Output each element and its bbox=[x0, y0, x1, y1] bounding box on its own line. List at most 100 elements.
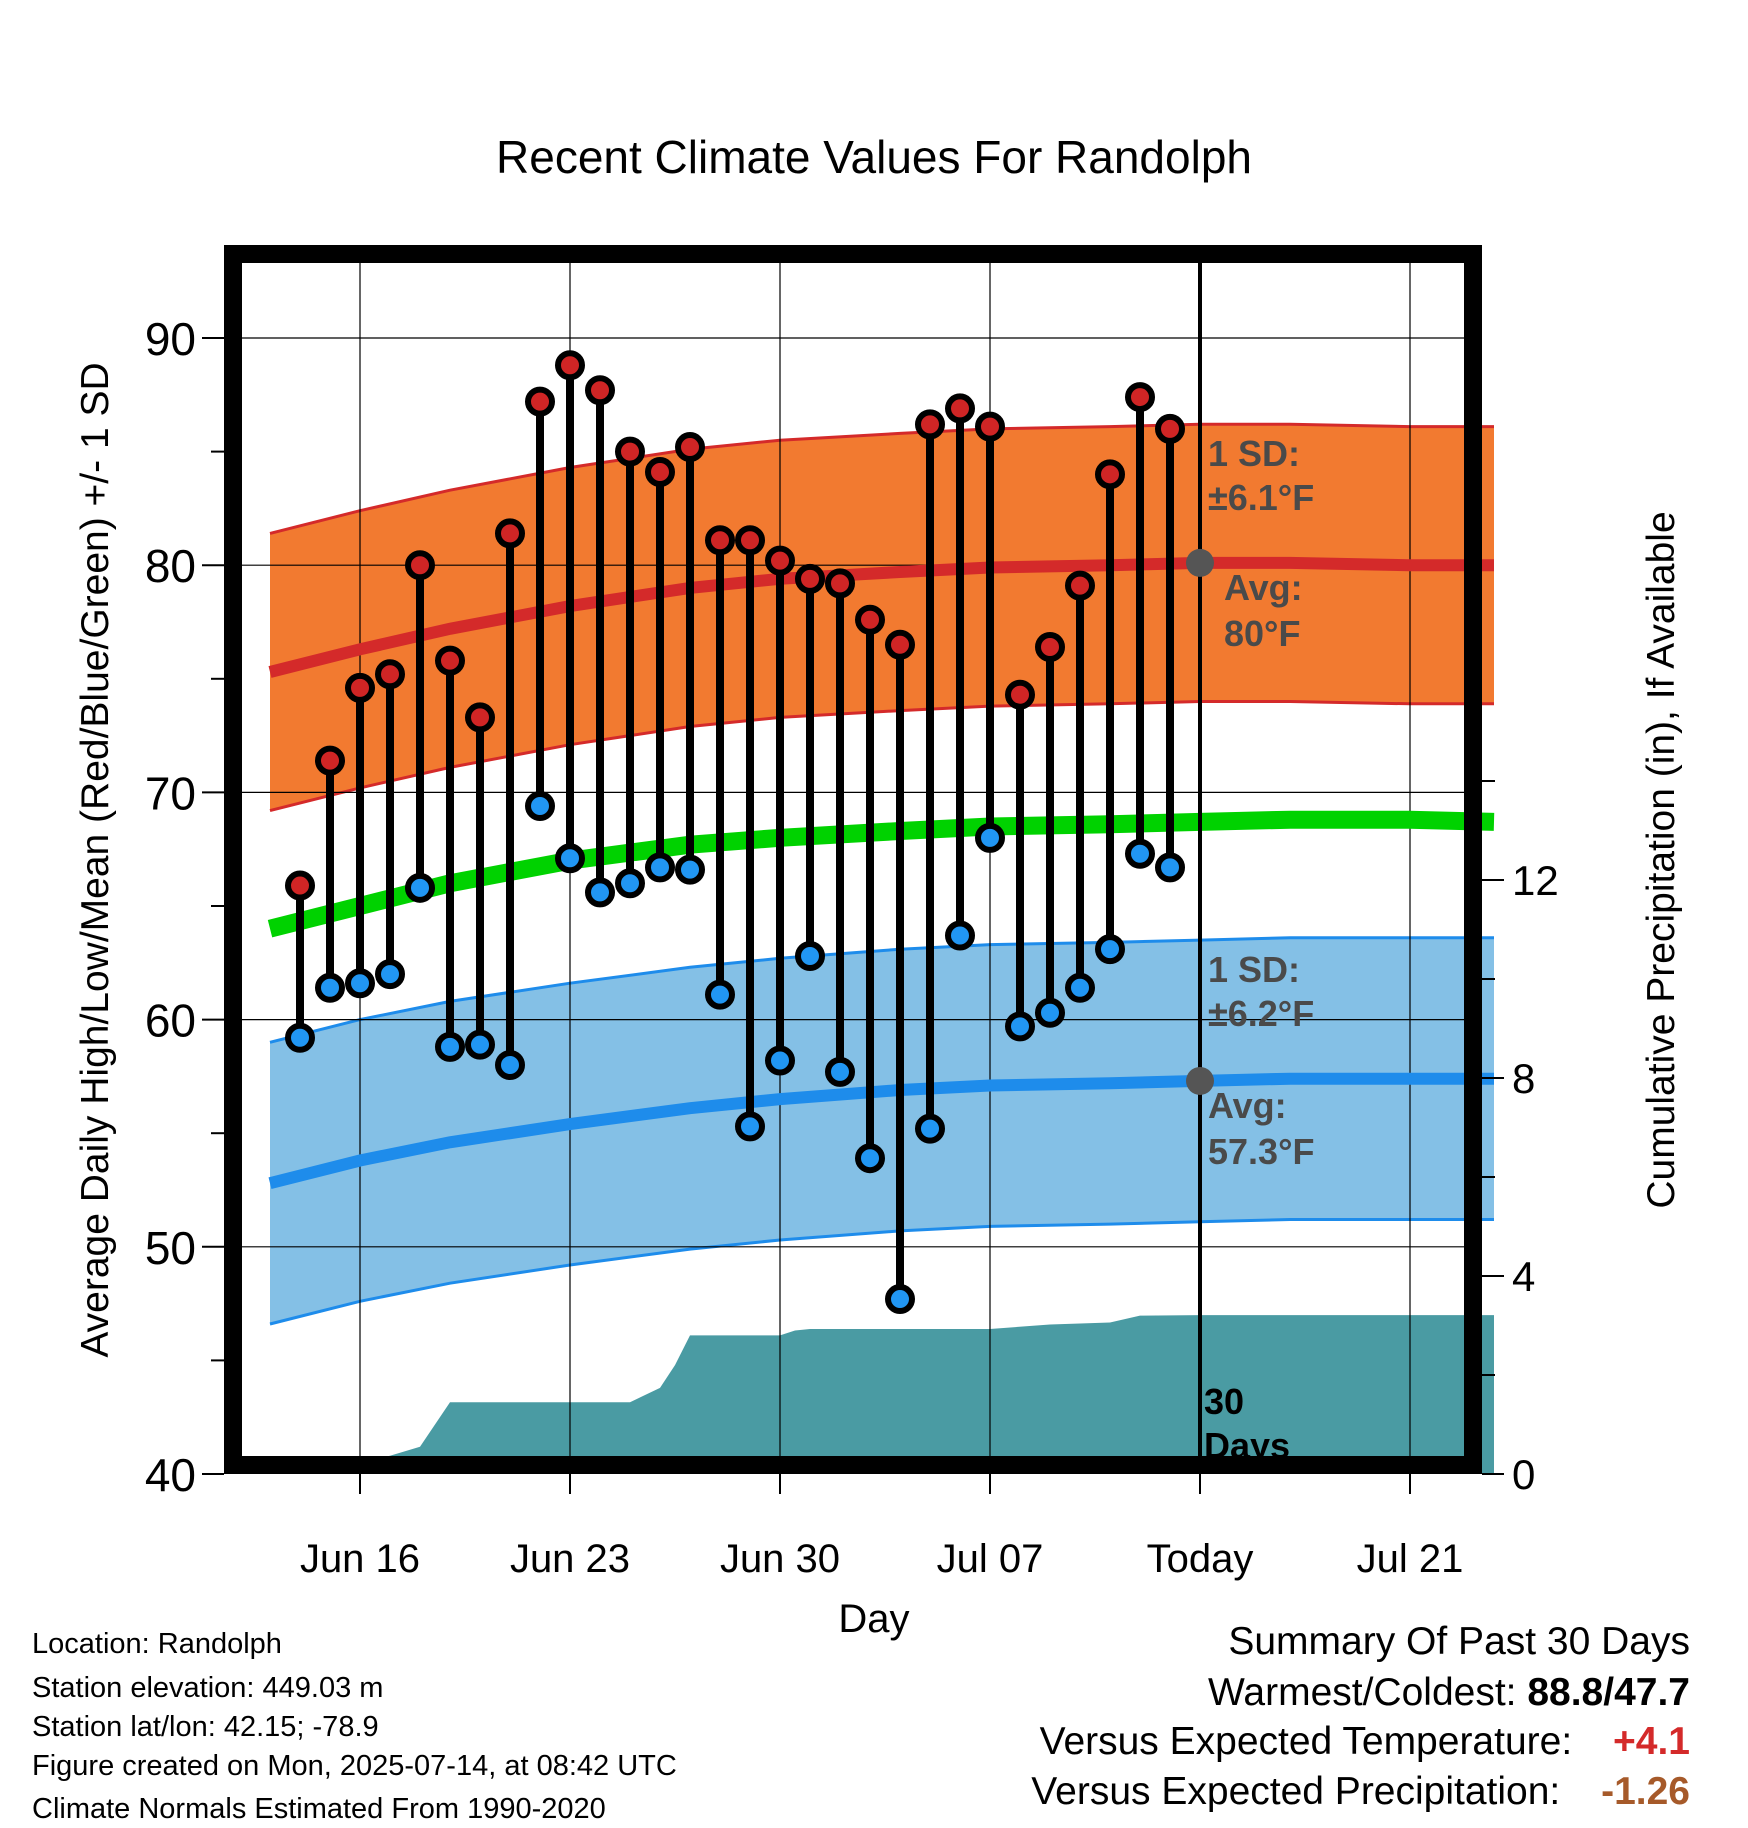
temp-label: Versus Expected Temperature: bbox=[1039, 1720, 1583, 1763]
daily-low-point bbox=[315, 972, 345, 1003]
high-avg-annotation: Avg: 80°F bbox=[1224, 567, 1303, 654]
latlon-text: Station lat/lon: 42.15; -78.9 bbox=[32, 1711, 379, 1743]
daily-high-point bbox=[1095, 459, 1125, 490]
daily-high-point bbox=[915, 409, 945, 440]
summary-heading: Summary Of Past 30 Days bbox=[1228, 1620, 1690, 1663]
daily-low-point bbox=[705, 979, 735, 1010]
x-tick-label: Jun 23 bbox=[510, 1537, 630, 1581]
daily-low-point bbox=[795, 940, 825, 971]
daily-high-point bbox=[435, 645, 465, 676]
plot-frame bbox=[224, 245, 1482, 1474]
daily-low-point bbox=[495, 1050, 525, 1081]
precip-label: Versus Expected Precipitation: bbox=[1031, 1770, 1572, 1813]
daily-high-point bbox=[555, 350, 585, 381]
normals-text: Climate Normals Estimated From 1990-2020 bbox=[32, 1793, 606, 1825]
high-sd-band-upper-edge bbox=[269, 422, 1494, 535]
low-sd-annotation: 1 SD: ±6.2°F bbox=[1208, 949, 1314, 1034]
daily-high-point bbox=[1065, 570, 1095, 601]
daily-low-point bbox=[435, 1031, 465, 1062]
daily-high-point bbox=[735, 525, 765, 556]
daily-low-point bbox=[1035, 997, 1065, 1028]
daily-high-point bbox=[1125, 382, 1155, 413]
precip-value: -1.26 bbox=[1601, 1770, 1690, 1813]
daily-high-point bbox=[615, 436, 645, 467]
precip-area bbox=[270, 1315, 1494, 1474]
y2-tick-label: 0 bbox=[1512, 1451, 1535, 1498]
chart-title: Recent Climate Values For Randolph bbox=[496, 131, 1252, 183]
created-text: Figure created on Mon, 2025-07-14, at 08… bbox=[32, 1750, 677, 1782]
daily-high-point bbox=[675, 432, 705, 463]
daily-high-point bbox=[495, 518, 525, 549]
y-tick-label: 40 bbox=[145, 1449, 196, 1501]
summary-warmest: Warmest/Coldest: 88.8/47.7 bbox=[1208, 1673, 1690, 1712]
daily-high-point bbox=[795, 563, 825, 594]
daily-high-point bbox=[705, 525, 735, 556]
y-tick-label: 60 bbox=[145, 995, 196, 1047]
daily-low-point bbox=[555, 843, 585, 874]
daily-high-point bbox=[765, 545, 795, 576]
y-tick-label: 90 bbox=[145, 313, 196, 365]
warmest-value: 88.8/47.7 bbox=[1527, 1671, 1690, 1714]
daily-high-point bbox=[975, 411, 1005, 442]
y2-tick-label: 8 bbox=[1512, 1055, 1535, 1102]
daily-high-point bbox=[285, 870, 315, 901]
daily-low-point bbox=[375, 959, 405, 990]
x-tick-label: Jul 07 bbox=[937, 1537, 1044, 1581]
daily-low-point bbox=[465, 1029, 495, 1060]
annotations: 1 SD: ±6.1°F Avg: 80°F 1 SD: ±6.2°F Avg: 57.3°F… bbox=[1204, 433, 1314, 1466]
today-low-normal-marker bbox=[1186, 1066, 1214, 1095]
daily-high-point bbox=[375, 659, 405, 690]
location-text: Location: Randolph bbox=[32, 1628, 282, 1660]
y-tick-label: 70 bbox=[145, 767, 196, 819]
x-tick-label: Jul 21 bbox=[1357, 1537, 1464, 1581]
y2-axis-title: Cumulative Precipitation (in), If Availa… bbox=[1640, 511, 1683, 1208]
daily-high-point bbox=[405, 550, 435, 581]
daily-low-point bbox=[765, 1045, 795, 1076]
y2-tick-label: 4 bbox=[1512, 1253, 1535, 1300]
warmest-label: Warmest/Coldest: bbox=[1208, 1671, 1528, 1714]
y2-tick-label: 12 bbox=[1512, 857, 1559, 904]
axes-labels: 40 50 60 70 80 90 0 4 8 12 Jun 16 Jun 23 Jun 30 Jul 0… bbox=[74, 313, 1683, 1641]
x-tick-label: Jun 16 bbox=[300, 1537, 420, 1581]
elevation-text: Station elevation: 449.03 m bbox=[32, 1672, 384, 1704]
daily-low-point bbox=[915, 1113, 945, 1144]
daily-low-point bbox=[1095, 934, 1125, 965]
daily-low-point bbox=[1005, 1011, 1035, 1042]
daily-high-point bbox=[345, 672, 375, 703]
daily-low-point bbox=[945, 920, 975, 951]
low-avg-annotation: Avg: 57.3°F bbox=[1208, 1085, 1314, 1172]
precip-area-layer bbox=[270, 1315, 1494, 1474]
today-high-normal-marker bbox=[1186, 548, 1214, 577]
temp-value: +4.1 bbox=[1613, 1720, 1690, 1763]
summary-temp: Versus Expected Temperature: +4.1 bbox=[1040, 1722, 1690, 1761]
daily-high-point bbox=[1005, 679, 1035, 710]
low-sd-band-fill bbox=[270, 937, 1494, 1324]
observation-marks bbox=[285, 350, 1185, 1315]
daily-high-point bbox=[1035, 631, 1065, 662]
daily-low-point bbox=[735, 1111, 765, 1142]
daily-low-point bbox=[615, 868, 645, 899]
summary-precip: Versus Expected Precipitation: -1.26 bbox=[1031, 1772, 1690, 1811]
daily-high-point bbox=[855, 604, 885, 635]
x-tick-label: Today bbox=[1147, 1537, 1254, 1581]
daily-high-point bbox=[945, 393, 975, 424]
daily-low-point bbox=[645, 852, 675, 883]
y-tick-label: 80 bbox=[145, 540, 196, 592]
x-axis-title: Day bbox=[838, 1597, 909, 1641]
daily-low-point bbox=[405, 872, 435, 903]
daily-low-point bbox=[285, 1022, 315, 1053]
daily-high-point bbox=[645, 457, 675, 488]
daily-low-point bbox=[885, 1284, 915, 1315]
high-normal-line bbox=[268, 556, 1494, 678]
daily-high-point bbox=[465, 702, 495, 733]
daily-low-point bbox=[855, 1143, 885, 1174]
plot-border bbox=[224, 245, 1482, 1474]
daily-low-point bbox=[525, 791, 555, 822]
daily-low-point bbox=[975, 822, 1005, 853]
daily-low-point bbox=[345, 968, 375, 999]
daily-high-point bbox=[885, 629, 915, 660]
high-sd-annotation: 1 SD: ±6.1°F bbox=[1208, 433, 1314, 518]
daily-low-point bbox=[585, 877, 615, 908]
daily-high-point bbox=[585, 375, 615, 406]
